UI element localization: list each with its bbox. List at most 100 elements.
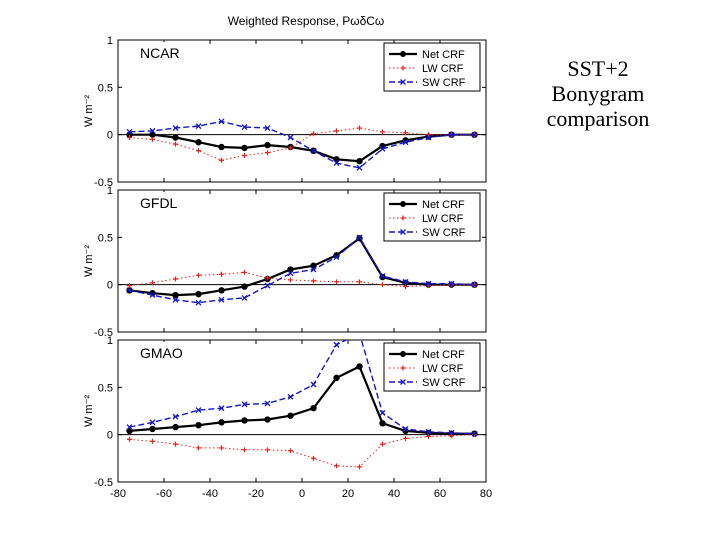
y-tick-label: -0.5 (94, 477, 113, 489)
series-line-lw-crf (129, 271, 475, 288)
data-point (195, 290, 202, 298)
data-point (380, 441, 385, 447)
panel-gmao: 1 0.5 0 -0.5-80 -60 -40 -20 0 20 40 60 80 W m⁻² GMAO N… (83, 335, 492, 500)
data-point (356, 164, 363, 171)
panel-label: GFDL (140, 195, 178, 211)
data-point (241, 401, 248, 408)
figure-title: Weighted Response, PωδCω (228, 14, 385, 28)
data-point (356, 157, 363, 165)
data-point (150, 136, 155, 142)
data-point (403, 435, 408, 441)
data-point (310, 381, 317, 388)
data-point (310, 404, 317, 412)
data-point (195, 422, 202, 429)
legend-marker (400, 51, 406, 57)
legend-frame (383, 42, 481, 92)
data-point (241, 144, 248, 152)
data-point (402, 278, 409, 285)
data-point (288, 145, 293, 151)
y-tick-label: 0 (107, 130, 113, 142)
data-point (264, 400, 271, 407)
slide-title: SST+2 Bonygram comparison (532, 56, 664, 131)
data-point (149, 419, 156, 426)
data-point (127, 283, 132, 289)
data-point (241, 124, 248, 131)
data-point (356, 363, 363, 370)
data-point (471, 131, 478, 138)
data-point (172, 291, 179, 299)
data-point (356, 235, 363, 242)
series-group (126, 340, 478, 470)
data-point (241, 283, 248, 290)
data-point (149, 127, 156, 134)
series-line-net-crf (129, 364, 475, 435)
data-point (380, 129, 385, 135)
data-point (126, 128, 133, 135)
y-tick-label: 0.5 (98, 82, 113, 94)
data-point (287, 412, 294, 419)
data-point (287, 134, 294, 141)
legend: Net CRF LW CRF SW CRF (383, 342, 481, 392)
y-tick-label: 1 (107, 185, 113, 197)
data-point (333, 341, 340, 348)
y-tick-label: -0.5 (94, 177, 113, 189)
legend-marker (400, 365, 406, 371)
data-point (288, 277, 293, 283)
y-axis-label: W m⁻² (83, 395, 95, 427)
data-point (264, 282, 271, 289)
legend-label: LW CRF (422, 363, 464, 375)
data-point (379, 273, 386, 280)
legend: Net CRF LW CRF SW CRF (383, 42, 481, 92)
x-tick-label: -60 (156, 488, 172, 500)
data-point (310, 147, 317, 154)
data-point (265, 447, 270, 453)
legend-label: LW CRF (422, 63, 464, 75)
legend-label: SW CRF (422, 227, 466, 239)
legend-marker (400, 79, 406, 85)
data-point (334, 279, 339, 285)
data-point (311, 455, 316, 461)
data-point (127, 135, 132, 141)
data-point (449, 433, 454, 439)
x-tick-label: -80 (110, 488, 126, 500)
panel-gfdl: 1 0.5 0 -0.5 W m⁻² GFDL Net CRF LW CRF SW CRF (83, 185, 487, 339)
data-point (448, 429, 455, 436)
data-point (196, 148, 201, 154)
legend-label: SW CRF (422, 377, 466, 389)
data-point (241, 417, 248, 424)
series-line-lw-crf (129, 434, 475, 468)
legend-marker (400, 201, 406, 207)
data-point (380, 282, 385, 288)
panel-label-bg (122, 42, 190, 64)
y-axis-label: W m⁻² (83, 245, 95, 277)
panel-label: GMAO (140, 345, 183, 361)
data-point (195, 139, 202, 146)
data-point (218, 287, 225, 294)
data-point (241, 294, 248, 301)
data-point (195, 123, 202, 130)
series-line-net-crf (129, 133, 475, 163)
data-point (242, 447, 247, 453)
slide-title-line-3: comparison (546, 106, 650, 131)
x-tick-label: 60 (434, 488, 446, 500)
y-axis-label: W m⁻² (83, 95, 95, 127)
data-point (311, 131, 316, 137)
data-point (357, 125, 362, 131)
data-point (333, 254, 340, 261)
data-point (218, 405, 225, 412)
series-line-sw-crf (129, 120, 475, 169)
data-point (173, 276, 178, 282)
data-point (287, 270, 294, 277)
data-point (379, 420, 386, 427)
data-point (357, 464, 362, 470)
data-point (196, 272, 201, 278)
legend-marker (400, 379, 406, 385)
legend-marker (400, 229, 406, 235)
data-point (126, 287, 133, 294)
series-group (126, 118, 478, 171)
data-point (287, 393, 294, 400)
data-point (195, 407, 202, 414)
data-point (242, 269, 247, 275)
data-point (356, 234, 363, 241)
data-point (471, 430, 478, 437)
